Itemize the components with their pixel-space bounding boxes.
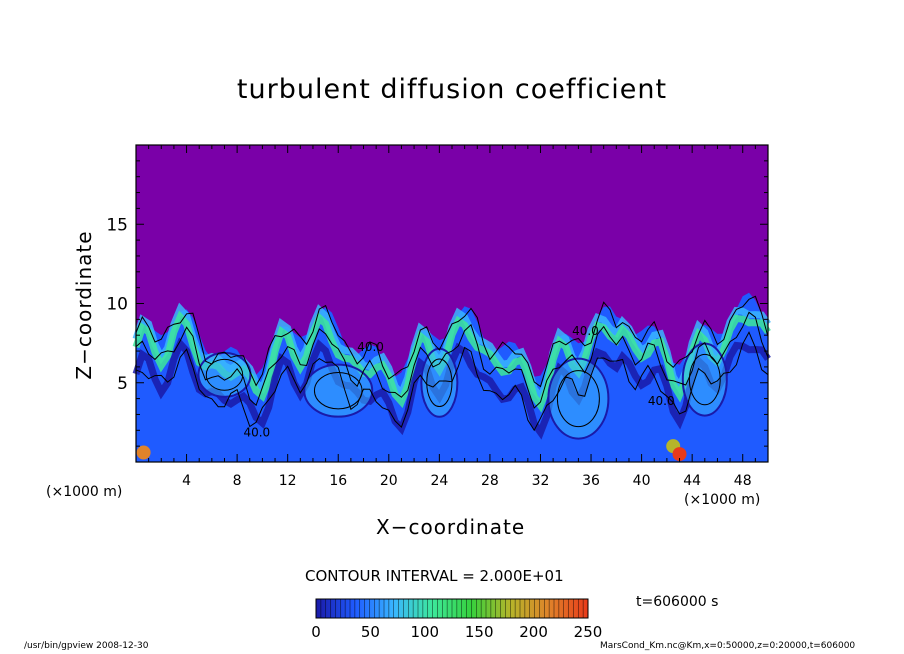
time-label: t=606000 s <box>636 594 719 610</box>
colorbar-tick-label: 200 <box>519 623 548 641</box>
x-tick-label: 8 <box>233 473 242 489</box>
x-tick-label: 4 <box>182 473 191 489</box>
x-tick-label: 12 <box>279 473 297 489</box>
contour-eddy-1 <box>313 371 363 410</box>
contour-line-2 <box>135 311 769 409</box>
heatmap-field <box>132 145 771 462</box>
contour-line-1 <box>135 295 769 388</box>
colorbar-tick-label: 250 <box>574 623 603 641</box>
x-tick-label: 40 <box>633 473 651 489</box>
x-tick-label: 48 <box>734 473 752 489</box>
x-tick-label: 24 <box>430 473 448 489</box>
x-tick-label: 20 <box>380 473 398 489</box>
contour-eddy-2 <box>556 370 600 428</box>
y-tick-label: 15 <box>106 215 128 235</box>
colorbar-tick-label: 50 <box>361 623 380 641</box>
colorbar: 0 50 100 150 200 250 <box>311 598 603 641</box>
x-ticks: 4 8 12 16 20 24 28 32 36 40 44 48 <box>148 145 756 489</box>
x-tick-label: 44 <box>683 473 701 489</box>
x-tick-label: 28 <box>481 473 499 489</box>
hot-spot-3 <box>672 447 687 462</box>
contour-eddy-3 <box>426 358 453 408</box>
contour-interval-label: CONTOUR INTERVAL = 2.000E+01 <box>305 567 564 585</box>
contour-label: 40.0 <box>572 324 599 338</box>
x-tick-label: 16 <box>329 473 347 489</box>
contour-eddy-4 <box>688 353 721 406</box>
x-tick-label: 32 <box>532 473 550 489</box>
y-ticks: 5 10 15 <box>106 160 768 447</box>
contour-label: 40.0 <box>357 340 384 354</box>
y-tick-label: 5 <box>117 374 128 394</box>
chart-title: turbulent diffusion coefficient <box>236 74 668 105</box>
x-axis-unit-left: (×1000 m) <box>46 484 123 500</box>
x-tick-label: 36 <box>582 473 600 489</box>
colorbar-tick-label: 0 <box>311 623 321 641</box>
x-axis-label: X−coordinate <box>376 515 526 539</box>
contour-label: 40.0 <box>648 394 675 408</box>
contour-label: 40.0 <box>243 426 270 440</box>
contour-lines: 40.0 40.0 40.0 40.0 <box>135 295 769 440</box>
y-tick-label: 10 <box>106 295 128 315</box>
colorbar-tick-label: 100 <box>410 623 439 641</box>
colorbar-tick-label: 150 <box>465 623 494 641</box>
hot-spot-1 <box>136 445 151 460</box>
x-axis-unit-right: (×1000 m) <box>684 492 761 508</box>
footer-data-source: MarsCond_Km.nc@Km,x=0:50000,z=0:20000,t=… <box>600 641 856 651</box>
footer-program-date: /usr/bin/gpview 2008-12-30 <box>24 641 149 651</box>
contour-eddy-5 <box>205 358 244 391</box>
